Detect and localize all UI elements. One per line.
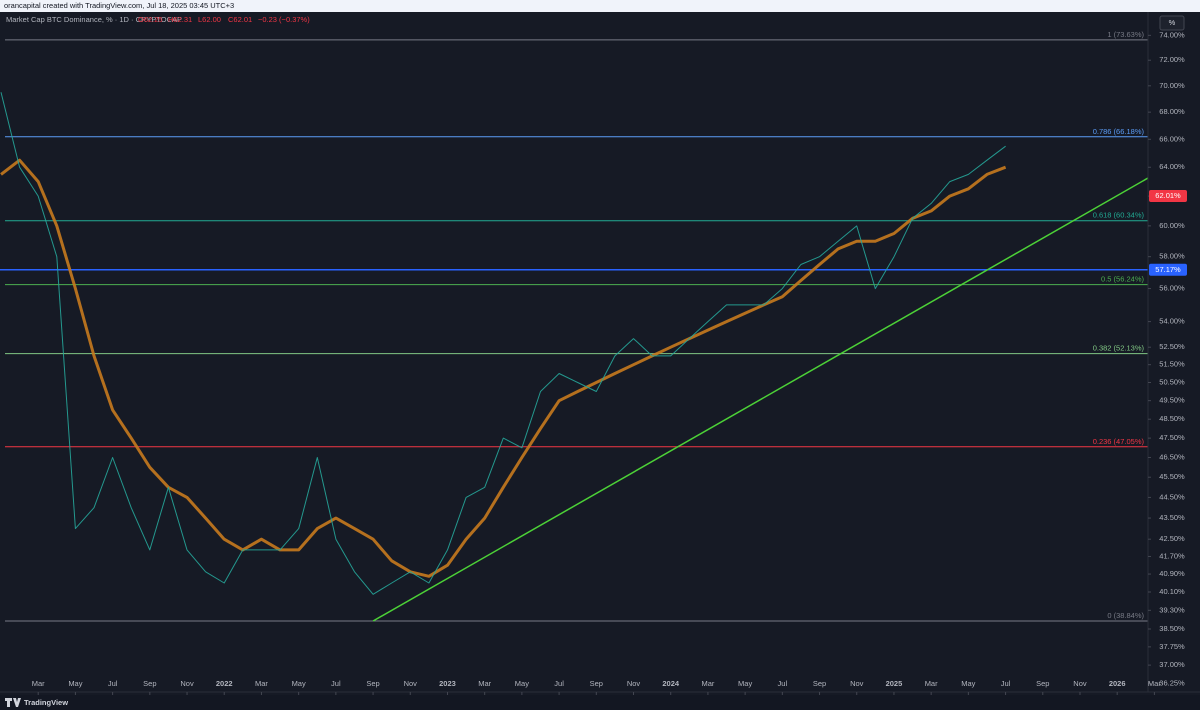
ohlc-value: L62.00 [198,15,221,24]
x-tick-label: May [292,679,306,688]
x-tick-label: Mar [32,679,45,688]
y-tick-label: 70.00% [1159,81,1185,90]
y-tick-label: 47.50% [1159,433,1185,442]
fib-label: 0.382 (52.13%) [1093,344,1145,353]
x-tick-label: 2022 [216,679,233,688]
x-tick-label: Mar [701,679,714,688]
fib-label: 0.618 (60.34%) [1093,211,1145,220]
y-tick-label: 54.00% [1159,317,1185,326]
x-tick-label: Jul [1001,679,1011,688]
fib-label: 0.5 (56.24%) [1101,275,1144,284]
y-tick-label: 39.30% [1159,605,1185,614]
fib-label: 0 (38.84%) [1107,611,1144,620]
y-tick-label: 46.50% [1159,452,1185,461]
y-tick-label: 50.50% [1159,377,1185,386]
y-tick-label: 40.10% [1159,587,1185,596]
x-tick-label: 2026 [1109,679,1126,688]
ohlc-value: −0.23 (−0.37%) [258,15,310,24]
y-tick-label: 48.50% [1159,414,1185,423]
y-tick-label: 36.25% [1159,679,1185,688]
x-tick-label: Nov [1073,679,1087,688]
y-tick-label: 43.50% [1159,513,1185,522]
x-tick-label: Sep [1036,679,1049,688]
y-tick-label: 45.50% [1159,472,1185,481]
y-tick-label: 68.00% [1159,107,1185,116]
footer [0,695,1200,710]
plot-area [0,39,1148,622]
fib-label: 0.236 (47.05%) [1093,437,1145,446]
trendline [372,177,1148,622]
y-tick-label: 72.00% [1159,55,1185,64]
x-tick-label: May [515,679,529,688]
price-axis [1148,12,1200,695]
x-tick-label: May [68,679,82,688]
x-tick-label: Jul [331,679,341,688]
y-tick-label: 38.50% [1159,624,1185,633]
x-tick-label: Sep [143,679,156,688]
x-tick-label: Nov [404,679,418,688]
x-tick-label: Mar [255,679,268,688]
ohlc-value: O62.25 [138,15,163,24]
scale-button[interactable] [1159,15,1185,31]
price-tag [1149,263,1187,276]
x-tick-label: Jul [778,679,788,688]
x-tick-label: Mar [1148,679,1161,688]
y-tick-label: 49.50% [1159,396,1185,405]
last-price-tag [1149,189,1187,202]
x-tick-label: Jul [554,679,564,688]
x-tick-label: Nov [627,679,641,688]
ohlc-value: H62.31 [168,15,192,24]
x-tick-label: 2024 [662,679,680,688]
y-tick-label: 56.00% [1159,284,1185,293]
y-tick-label: 74.00% [1159,30,1185,39]
y-tick-label: 64.00% [1159,162,1185,171]
y-tick-label: 44.50% [1159,492,1185,501]
x-tick-label: Mar [925,679,938,688]
series-line [0,92,1006,595]
x-tick-label: Sep [590,679,603,688]
fib-label: 1 (73.63%) [1107,30,1144,39]
x-tick-label: May [738,679,752,688]
axis-group: 74.00% 72.00% 70.00% 68.00% 66.00% 64.00% 62.0… [32,30,1187,695]
x-tick-label: Sep [366,679,379,688]
y-tick-label: 52.50% [1159,342,1185,351]
x-tick-label: May [961,679,975,688]
brand-logo [5,698,21,707]
attribution-bar [0,0,1200,12]
y-tick-label: 41.70% [1159,551,1185,560]
x-tick-label: Mar [478,679,491,688]
scale-button-label[interactable]: % [1169,18,1176,27]
y-tick-label: 37.00% [1159,660,1185,669]
fib-label: 0.786 (66.18%) [1093,127,1145,136]
y-tick-label: 42.50% [1159,534,1185,543]
x-tick-label: Jul [108,679,118,688]
x-tick-label: Nov [180,679,194,688]
y-tick-label: 51.50% [1159,360,1185,369]
y-tick-label: 58.00% [1159,252,1185,261]
x-tick-label: 2025 [886,679,903,688]
x-tick-label: Sep [813,679,826,688]
y-tick-label: 60.00% [1159,221,1185,230]
y-tick-label: 40.90% [1159,569,1185,578]
y-tick-label: 37.75% [1159,642,1185,651]
attribution: orancapital created with TradingView.com… [4,1,234,10]
symbol-title: Market Cap BTC Dominance, % · 1D · CRYPT… [6,15,182,24]
ohlc-value: C62.01 [228,15,252,24]
y-tick-label: 66.00% [1159,134,1185,143]
last-price-label: 62.01% [1155,191,1181,200]
x-tick-label: Nov [850,679,864,688]
brand-name: TradingView [24,698,68,707]
price-tag-label: 57.17% [1155,265,1181,274]
x-tick-label: 2023 [439,679,456,688]
